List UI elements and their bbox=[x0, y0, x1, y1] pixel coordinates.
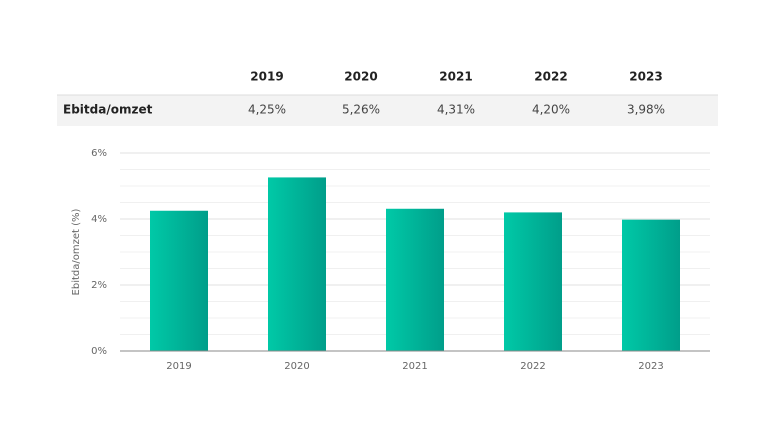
y-tick-label: 0% bbox=[91, 346, 107, 357]
table-cell: 5,26% bbox=[342, 103, 380, 117]
y-axis-label: Ebitda/omzet (%) bbox=[71, 208, 82, 295]
column-header: 2022 bbox=[534, 70, 567, 84]
table-cell: 3,98% bbox=[627, 103, 665, 117]
column-header: 2020 bbox=[344, 70, 377, 84]
row-label: Ebitda/omzet bbox=[63, 103, 153, 117]
column-header: 2023 bbox=[629, 70, 662, 84]
x-tick-label: 2021 bbox=[402, 361, 427, 372]
bar bbox=[622, 219, 680, 351]
bar bbox=[150, 210, 208, 351]
y-tick-label: 2% bbox=[91, 280, 107, 291]
x-tick-label: 2020 bbox=[284, 361, 309, 372]
x-tick-label: 2022 bbox=[520, 361, 545, 372]
x-tick-label: 2019 bbox=[166, 361, 191, 372]
bar bbox=[268, 177, 326, 351]
table-cell: 4,25% bbox=[248, 103, 286, 117]
x-tick-label: 2023 bbox=[638, 361, 663, 372]
table-cell: 4,20% bbox=[532, 103, 570, 117]
column-header: 2021 bbox=[439, 70, 472, 84]
y-tick-label: 4% bbox=[91, 214, 107, 225]
table-cell: 4,31% bbox=[437, 103, 475, 117]
column-header: 2019 bbox=[250, 70, 283, 84]
bar bbox=[504, 212, 562, 351]
y-tick-label: 6% bbox=[91, 148, 107, 159]
row-background bbox=[57, 95, 718, 126]
bar bbox=[386, 208, 444, 351]
